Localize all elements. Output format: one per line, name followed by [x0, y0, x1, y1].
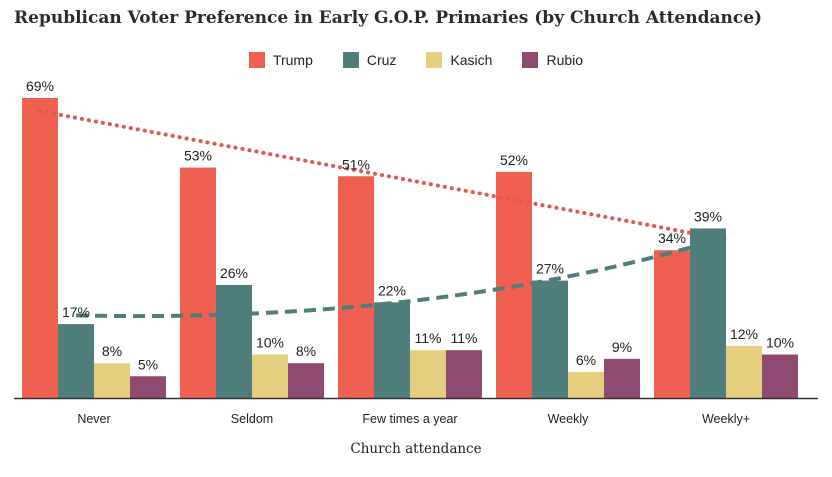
value-label-trump-never: 69%: [26, 78, 54, 94]
value-label-trump-few-times-a-year: 51%: [342, 156, 370, 172]
bar-trump-few-times-a-year: [338, 176, 374, 398]
bar-trump-weekly: [654, 250, 690, 398]
value-label-rubio-never: 5%: [138, 356, 158, 372]
value-label-cruz-weekly: 27%: [536, 261, 564, 277]
legend-swatch-kasich: [426, 52, 443, 68]
category-label-few-times-a-year: Few times a year: [362, 412, 457, 426]
value-label-kasich-seldom: 10%: [256, 335, 284, 351]
category-label-seldom: Seldom: [231, 412, 273, 426]
value-label-kasich-few-times-a-year: 11%: [415, 330, 442, 346]
value-label-rubio-few-times-a-year: 11%: [451, 330, 478, 346]
bar-kasich-seldom: [252, 354, 288, 398]
legend-item-cruz: Cruz: [342, 48, 397, 72]
chart-title: Republican Voter Preference in Early G.O…: [14, 8, 763, 28]
value-label-trump-seldom: 53%: [184, 148, 212, 164]
bar-cruz-seldom: [216, 284, 252, 398]
bar-kasich-few-times-a-year: [410, 350, 446, 398]
bar-rubio-weekly: [762, 354, 798, 398]
legend: Trump Cruz Kasich Rubio: [0, 48, 832, 72]
bar-kasich-weekly: [726, 345, 762, 398]
value-label-rubio-seldom: 8%: [296, 343, 316, 359]
legend-item-trump: Trump: [248, 48, 313, 72]
value-label-trump-weekly: 34%: [658, 230, 686, 246]
legend-item-kasich: Kasich: [426, 48, 492, 72]
bar-cruz-never: [58, 324, 94, 398]
value-label-rubio-weekly: 9%: [612, 339, 632, 355]
legend-label-rubio: Rubio: [546, 52, 584, 68]
bar-rubio-seldom: [288, 363, 324, 398]
category-label-weekly: Weekly: [548, 412, 590, 426]
category-label-never: Never: [77, 412, 110, 426]
x-axis-title: Church attendance: [350, 441, 482, 457]
value-label-kasich-weekly: 6%: [576, 352, 596, 368]
category-label-weekly: Weekly+: [702, 412, 750, 426]
value-label-cruz-never: 17%: [62, 304, 90, 320]
bar-trump-seldom: [180, 167, 216, 398]
legend-swatch-rubio: [522, 52, 539, 68]
bar-cruz-weekly: [690, 228, 726, 398]
legend-label-cruz: Cruz: [366, 52, 397, 68]
legend-swatch-trump: [248, 52, 265, 68]
bar-rubio-weekly: [604, 358, 640, 398]
value-label-cruz-seldom: 26%: [220, 265, 248, 281]
bar-kasich-weekly: [568, 371, 604, 398]
value-label-kasich-never: 8%: [102, 343, 122, 359]
bar-cruz-weekly: [532, 280, 568, 398]
bar-rubio-few-times-a-year: [446, 350, 482, 398]
bar-trump-never: [22, 98, 58, 398]
value-label-rubio-weekly: 10%: [766, 335, 794, 351]
value-label-kasich-weekly: 12%: [730, 326, 758, 342]
bar-kasich-never: [94, 363, 130, 398]
bar-rubio-never: [130, 376, 166, 398]
value-label-cruz-few-times-a-year: 22%: [378, 282, 406, 298]
legend-label-trump: Trump: [272, 52, 313, 68]
trendline-cruz: [75, 235, 727, 319]
legend-label-kasich: Kasich: [450, 52, 493, 68]
legend-item-rubio: Rubio: [522, 48, 583, 72]
legend-swatch-cruz: [342, 52, 359, 68]
value-label-trump-weekly: 52%: [500, 152, 528, 168]
bar-cruz-few-times-a-year: [374, 302, 410, 398]
value-label-cruz-weekly: 39%: [694, 208, 722, 224]
